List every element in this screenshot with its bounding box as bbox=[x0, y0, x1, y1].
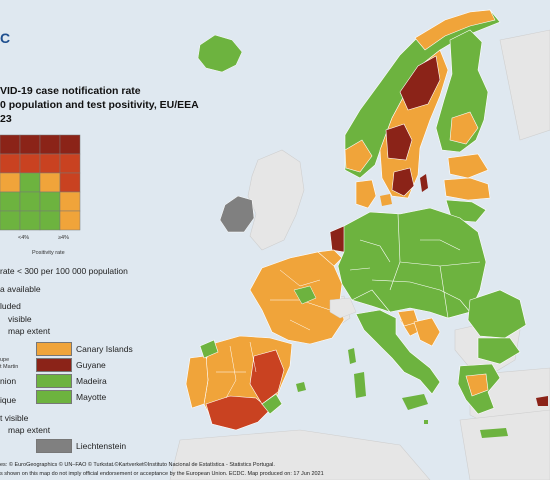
gotland bbox=[420, 174, 428, 192]
norway-north bbox=[414, 9, 496, 51]
spain-red-south bbox=[205, 395, 271, 431]
legend-label-madeira: Madeira bbox=[76, 376, 107, 386]
bulgaria bbox=[477, 337, 521, 365]
spain-red-east bbox=[249, 349, 285, 405]
positivity-matrix bbox=[0, 134, 81, 231]
romania bbox=[467, 289, 527, 339]
swatch-canary-islands bbox=[36, 342, 72, 356]
sardinia bbox=[354, 372, 366, 398]
rate-note: rate < 300 per 100 000 population bbox=[0, 266, 128, 276]
norway-west bbox=[344, 139, 373, 173]
corsica bbox=[348, 348, 356, 364]
footer-line-1: es: © EuroGeographics © UN–FAO © Turksta… bbox=[0, 462, 275, 468]
axis-label-high: ≥4% bbox=[58, 235, 69, 241]
legend-label-liechtenstein: Liechtenstein bbox=[76, 441, 127, 451]
swatch-madeira bbox=[36, 374, 72, 388]
axis-title: Positivity rate bbox=[32, 250, 65, 256]
spain-green-north bbox=[199, 339, 219, 359]
greece-orange bbox=[465, 373, 489, 397]
cyprus bbox=[536, 396, 548, 406]
portugal bbox=[185, 355, 209, 409]
sicily bbox=[402, 394, 428, 410]
ireland bbox=[219, 195, 255, 233]
finland-orange bbox=[449, 111, 479, 145]
france-green bbox=[293, 285, 317, 305]
ecdc-logo: C bbox=[0, 30, 11, 46]
crete bbox=[480, 428, 508, 438]
left-fragment-1: upe bbox=[0, 357, 10, 363]
map-title-line2: 0 population and test positivity, EU/EEA bbox=[0, 99, 199, 111]
map-title-line1: VID-19 case notification rate bbox=[0, 85, 141, 97]
footer-line-2: s shown on this map do not imply officia… bbox=[0, 471, 324, 477]
not-visible-heading-2: map extent bbox=[8, 425, 51, 435]
denmark bbox=[355, 179, 377, 209]
latvia bbox=[443, 177, 491, 201]
denmark-islands bbox=[380, 194, 392, 206]
central-borders bbox=[349, 213, 481, 319]
switzerland bbox=[329, 297, 357, 319]
swatch-guyane bbox=[36, 358, 72, 372]
legend-label-canary-islands: Canary Islands bbox=[76, 344, 133, 354]
sweden-north-red bbox=[399, 55, 441, 111]
iceland bbox=[197, 34, 243, 73]
estonia bbox=[447, 153, 489, 179]
axis-label-low: <4% bbox=[18, 235, 30, 241]
no-data-note: a available bbox=[0, 284, 41, 294]
left-fragment-4: ique bbox=[0, 395, 17, 405]
swatch-liechtenstein bbox=[36, 439, 72, 453]
iberia-borders bbox=[216, 341, 257, 399]
left-fragment-3: nion bbox=[0, 376, 17, 386]
balearics bbox=[296, 382, 306, 392]
spain-green-east bbox=[261, 393, 283, 415]
swatch-mayotte bbox=[36, 390, 72, 404]
italy bbox=[355, 309, 441, 395]
not-visible-heading-1: t visible bbox=[0, 413, 29, 423]
croatia bbox=[413, 317, 441, 347]
sweden-south-red bbox=[391, 167, 415, 197]
france bbox=[249, 251, 345, 345]
legend-label-mayotte: Mayotte bbox=[76, 392, 107, 402]
not-included-note: luded bbox=[0, 301, 21, 311]
visible-heading-1: visible bbox=[8, 314, 32, 324]
left-fragment-2: t Martin bbox=[0, 364, 19, 370]
map-title-line3: 23 bbox=[0, 113, 12, 125]
malta bbox=[424, 420, 428, 424]
visible-heading-2: map extent bbox=[8, 326, 51, 336]
sweden-mid-red bbox=[385, 123, 413, 161]
legend-label-guyane: Guyane bbox=[76, 360, 106, 370]
